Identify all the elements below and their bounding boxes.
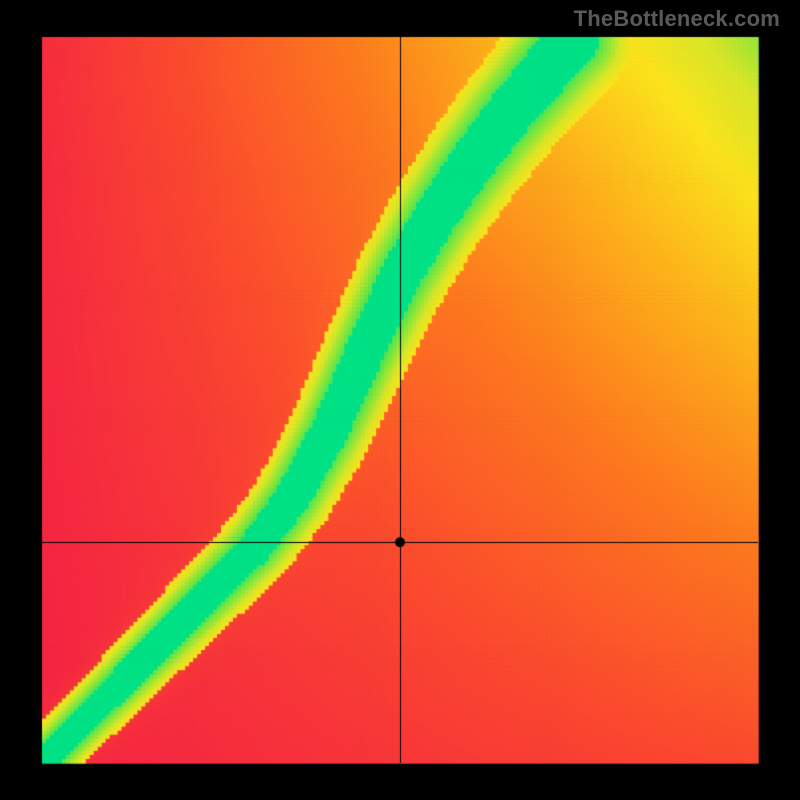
watermark-text: TheBottleneck.com (574, 6, 780, 32)
heatmap-canvas (0, 0, 800, 800)
figure-container: TheBottleneck.com (0, 0, 800, 800)
